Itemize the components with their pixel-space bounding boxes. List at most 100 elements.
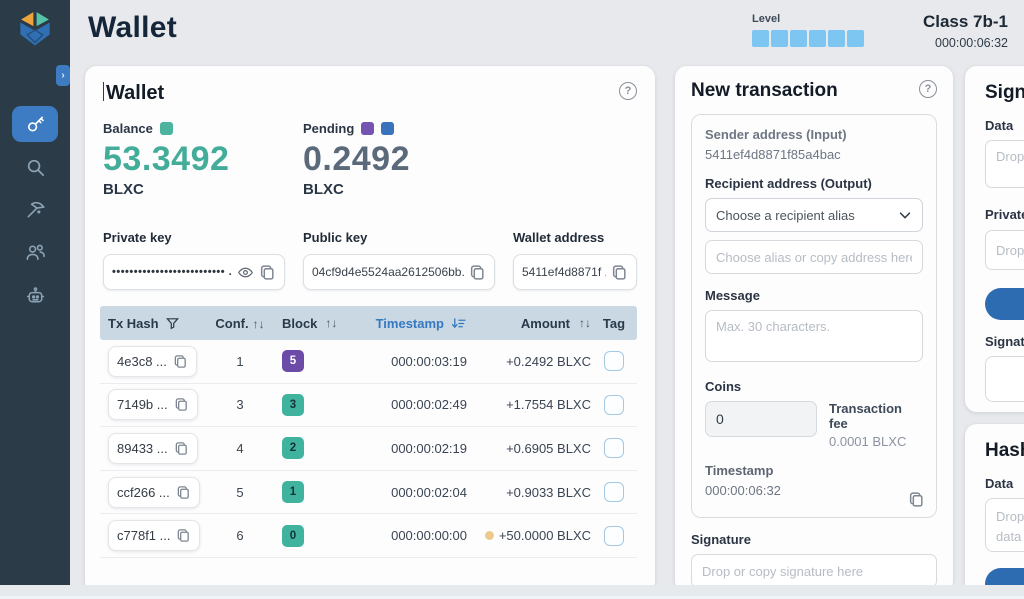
search-icon bbox=[24, 156, 47, 179]
table-row: 7149b ... 3 3 000:00:02:49 +1.7554 BLXC bbox=[100, 384, 637, 428]
timestamp-value: 000:00:02:04 bbox=[338, 485, 483, 500]
sign-data-input[interactable] bbox=[985, 140, 1024, 188]
wallet-card-title: Wallet bbox=[103, 82, 164, 105]
pending-currency: BLXC bbox=[303, 181, 503, 198]
transaction-fee-value: 0.0001 BLXC bbox=[829, 434, 923, 449]
header-tx-hash[interactable]: Tx Hash bbox=[100, 316, 212, 331]
sender-address-value: 5411ef4d8871f85a4bac bbox=[705, 147, 923, 162]
level-indicator: Level bbox=[752, 13, 864, 47]
copy-icon[interactable] bbox=[469, 264, 486, 281]
public-key-field: Public key 04cf9d4e5524aa2612506bb... bbox=[303, 230, 495, 290]
balance-swatch bbox=[160, 122, 173, 135]
pending-label: Pending bbox=[303, 121, 354, 136]
tag-checkbox[interactable] bbox=[604, 526, 624, 546]
hash-data-input[interactable]: Drop or copy data here bbox=[985, 498, 1024, 552]
level-segment bbox=[771, 30, 788, 47]
amount-value: +1.7554 BLXC bbox=[506, 397, 591, 412]
signature-output-box bbox=[985, 356, 1024, 402]
filter-icon bbox=[165, 316, 180, 331]
fee-block: Transaction fee 0.0001 BLXC bbox=[829, 401, 923, 449]
sidebar-item-explorer[interactable] bbox=[12, 149, 58, 185]
eye-icon[interactable] bbox=[237, 264, 254, 281]
copy-icon[interactable] bbox=[176, 528, 191, 543]
amount-value: +0.9033 BLXC bbox=[506, 485, 591, 500]
table-row: ccf266 ... 5 1 000:00:02:04 +0.9033 BLXC bbox=[100, 471, 637, 515]
tx-timestamp-value: 000:00:06:32 bbox=[705, 483, 923, 498]
pending-block: Pending 0.2492 BLXC bbox=[303, 121, 503, 198]
confirmations-value: 4 bbox=[212, 441, 268, 456]
header-amount[interactable]: Amount↑↓ bbox=[483, 316, 591, 331]
session-info: Class 7b-1 000:00:06:32 bbox=[878, 12, 1008, 50]
block-badge[interactable]: 1 bbox=[282, 481, 304, 503]
block-badge[interactable]: 5 bbox=[282, 350, 304, 372]
wallet-address-value: 5411ef4d8871f ... bbox=[522, 265, 606, 279]
copy-icon[interactable] bbox=[259, 264, 276, 281]
tag-checkbox[interactable] bbox=[604, 395, 624, 415]
block-badge[interactable]: 2 bbox=[282, 437, 304, 459]
private-key-value: •••••••••••••••••••••••••• ... bbox=[112, 266, 232, 278]
copy-icon[interactable] bbox=[174, 441, 189, 456]
timestamp-value: 000:00:03:19 bbox=[338, 354, 483, 369]
sort-icon: ↑↓ bbox=[579, 316, 591, 330]
header-conf[interactable]: Conf.↑↓ bbox=[212, 316, 268, 331]
new-transaction-card: New transaction ? Sender address (Input)… bbox=[675, 66, 953, 593]
level-bar bbox=[752, 30, 864, 47]
confirmations-value: 1 bbox=[212, 354, 268, 369]
block-badge[interactable]: 3 bbox=[282, 394, 304, 416]
new-transaction-title: New transaction bbox=[691, 80, 838, 102]
amount-value: +50.0000 BLXC bbox=[499, 528, 591, 543]
amount-value: +0.6905 BLXC bbox=[506, 441, 591, 456]
tx-hash-chip: 89433 ... bbox=[108, 433, 198, 464]
coins-input[interactable] bbox=[705, 401, 817, 437]
recipient-address-input[interactable] bbox=[705, 240, 923, 274]
timestamp-value: 000:00:02:49 bbox=[338, 397, 483, 412]
recipient-alias-select[interactable]: Choose a recipient alias bbox=[705, 198, 923, 232]
class-name: Class 7b-1 bbox=[878, 12, 1008, 32]
wallet-address-label: Wallet address bbox=[513, 230, 637, 245]
peers-icon bbox=[24, 241, 47, 264]
bot-icon bbox=[24, 284, 47, 307]
sign-private-key-input[interactable] bbox=[985, 230, 1024, 270]
tag-checkbox[interactable] bbox=[604, 482, 624, 502]
amount-value: +0.2492 BLXC bbox=[506, 354, 591, 369]
create-signature-button[interactable]: Create signature bbox=[985, 288, 1024, 320]
sort-icon: ↑↓ bbox=[253, 317, 265, 331]
tag-checkbox[interactable] bbox=[604, 438, 624, 458]
message-input[interactable] bbox=[705, 310, 923, 362]
text-caret bbox=[103, 82, 104, 101]
sidebar-item-peers[interactable] bbox=[12, 234, 58, 270]
sidebar: › bbox=[0, 0, 70, 585]
wallet-card: Wallet ? Balance 53.3492 BLXC Pending 0.… bbox=[85, 66, 655, 593]
sidebar-item-wallet[interactable] bbox=[12, 106, 58, 142]
tx-hash-chip: 4e3c8 ... bbox=[108, 346, 197, 377]
new-transaction-help-icon[interactable]: ? bbox=[919, 80, 937, 98]
copy-icon[interactable] bbox=[176, 485, 191, 500]
table-row: c778f1 ... 6 0 000:00:00:00 +50.0000 BLX… bbox=[100, 514, 637, 558]
sidebar-item-mining[interactable] bbox=[12, 191, 58, 227]
app-logo-icon bbox=[12, 8, 58, 54]
signature-input[interactable] bbox=[691, 554, 937, 588]
sign-data-label: Data bbox=[985, 118, 1024, 133]
copy-icon[interactable] bbox=[173, 354, 188, 369]
public-key-label: Public key bbox=[303, 230, 495, 245]
balance-label: Balance bbox=[103, 121, 153, 136]
header-timestamp[interactable]: Timestamp bbox=[338, 316, 483, 331]
copy-icon[interactable] bbox=[611, 264, 628, 281]
copy-icon[interactable] bbox=[174, 397, 189, 412]
transaction-fee-label: Transaction fee bbox=[829, 401, 923, 431]
block-badge[interactable]: 0 bbox=[282, 525, 304, 547]
wallet-help-icon[interactable]: ? bbox=[619, 82, 637, 100]
balance-value: 53.3492 bbox=[103, 140, 303, 179]
sidebar-item-bot[interactable] bbox=[12, 277, 58, 313]
header-block[interactable]: Block↑↓ bbox=[268, 316, 338, 331]
message-label: Message bbox=[705, 288, 923, 303]
tx-hash-chip: 7149b ... bbox=[108, 389, 198, 420]
sidebar-expand-button[interactable]: › bbox=[56, 65, 70, 86]
tx-hash-chip: c778f1 ... bbox=[108, 520, 200, 551]
transactions-table: Tx Hash Conf.↑↓ Block↑↓ Timestamp Amount… bbox=[100, 306, 637, 558]
pending-value: 0.2492 bbox=[303, 140, 503, 179]
session-timer: 000:00:06:32 bbox=[878, 36, 1008, 50]
sender-address-label: Sender address (Input) bbox=[705, 127, 923, 142]
copy-transaction-icon[interactable] bbox=[908, 491, 925, 508]
tag-checkbox[interactable] bbox=[604, 351, 624, 371]
